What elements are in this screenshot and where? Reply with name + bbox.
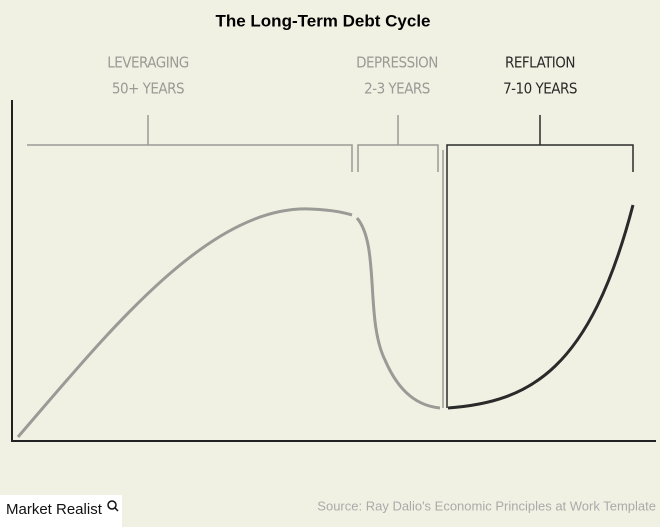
leveraging-curve (16, 207, 353, 438)
brackets (27, 115, 634, 175)
phase-label: LEVERAGING (107, 54, 189, 72)
axes (11, 100, 656, 442)
title: The Long-Term Debt Cycle (215, 11, 430, 30)
brand-icon (107, 500, 117, 510)
reflation-curve (447, 204, 635, 410)
brand-box (0, 495, 122, 527)
bracket (357, 115, 439, 172)
source: Source: Ray Dalio's Economic Principles … (317, 498, 656, 513)
phase-label: REFLATION (505, 54, 575, 72)
phase-duration: 50+ YEARS (112, 80, 184, 98)
depression-curve (355, 217, 441, 410)
phase-duration: 2-3 YEARS (364, 80, 430, 98)
phase-duration: 7-10 YEARS (503, 80, 577, 98)
brand-icon (114, 507, 119, 512)
bracket (27, 115, 353, 172)
brand: Market Realist (6, 501, 103, 518)
phase-label: DEPRESSION (356, 54, 438, 72)
bracket (446, 115, 634, 175)
